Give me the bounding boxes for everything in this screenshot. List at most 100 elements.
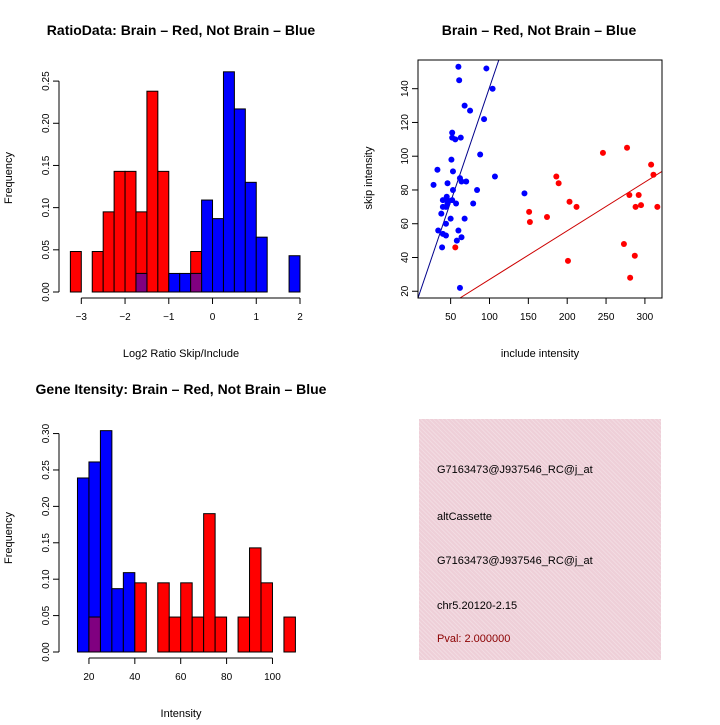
chart2-point-brain <box>543 213 550 220</box>
chart2-point-not-brain <box>449 186 456 193</box>
chart3-bar-not-brain <box>99 430 113 653</box>
chart2-x-tick-label: 150 <box>520 312 537 323</box>
chart2-ylabel: skip intensity <box>363 146 375 209</box>
chart2-point-not-brain <box>452 136 459 143</box>
chart1-bar-not-brain <box>222 71 235 293</box>
chart2-y-tick-label: 20 <box>400 285 411 297</box>
chart1-bar-brain <box>102 211 115 293</box>
chart3-x-tick-label: 40 <box>129 672 141 683</box>
chart3-bar-brain <box>191 616 205 653</box>
chart2-point-not-brain <box>474 186 481 193</box>
info-panel: G7163473@J937546_RC@j_at altCassette G71… <box>419 419 661 660</box>
chart2-point-brain <box>573 203 580 210</box>
probe-id-label-2: G7163473@J937546_RC@j_at <box>437 555 593 567</box>
chart2-point-not-brain <box>434 166 441 173</box>
chart3-bar-overlap <box>88 616 101 653</box>
chart2-x-tick-label: 300 <box>637 312 654 323</box>
chart2-point-not-brain <box>483 65 490 72</box>
chart2-point-not-brain <box>439 197 446 204</box>
chart3-x-tick-label: 60 <box>175 672 187 683</box>
chart3-y-tick-label: 0.20 <box>41 496 52 516</box>
chart2-point-brain <box>654 203 661 210</box>
chart2-point-brain <box>632 203 639 210</box>
chart3-bar-brain <box>157 582 170 653</box>
chart2-point-not-brain <box>461 102 468 109</box>
chart3-y-tick-label: 0.00 <box>41 642 52 662</box>
chart1-bar-not-brain <box>201 199 214 293</box>
chart1-title: RatioData: Brain – Red, Not Brain – Blue <box>47 22 316 38</box>
chart2-xlabel: include intensity <box>501 348 580 360</box>
chart2-point-brain <box>526 208 533 215</box>
chart2-frame <box>417 59 663 299</box>
chart3-bar-brain <box>237 616 251 653</box>
chart2-point-not-brain <box>463 178 470 185</box>
chart2-point-brain <box>566 198 573 205</box>
chart2-point-not-brain <box>453 200 460 207</box>
chart3-x-tick-label: 20 <box>83 672 95 683</box>
chart2-y-tick-label: 120 <box>400 114 411 131</box>
chart1-x-tick-label: 2 <box>297 312 303 323</box>
chart3-bar-not-brain <box>111 588 124 653</box>
probe-id-label: G7163473@J937546_RC@j_at <box>437 464 593 476</box>
chart1-bar-brain <box>146 90 159 293</box>
chart2-x-tick-label: 50 <box>445 312 457 323</box>
chart2-point-not-brain <box>447 215 454 222</box>
chart3-bar-not-brain <box>76 477 90 653</box>
chart2-point-brain <box>452 244 459 251</box>
chart1-x-tick-label: −1 <box>163 312 175 323</box>
chart2-point-not-brain <box>438 210 445 217</box>
chart3-bar-brain <box>260 582 273 653</box>
chart1-y-tick-label: 0.00 <box>41 282 52 302</box>
chart2-point-brain <box>626 192 633 199</box>
chart1-bar-overlap <box>190 272 203 293</box>
chart2-point-not-brain <box>449 168 456 175</box>
chart3-title: Gene Itensity: Brain – Red, Not Brain – … <box>36 381 327 397</box>
chart2-y-tick-label: 60 <box>400 218 411 230</box>
chart1-bar-not-brain <box>212 218 224 293</box>
chart1-bar-overlap <box>135 272 148 293</box>
chart2-x-tick-label: 250 <box>598 312 615 323</box>
chart2-point-not-brain <box>481 116 488 123</box>
chart1-bar-brain <box>157 170 170 293</box>
chart2-point-not-brain <box>442 232 449 239</box>
chart2-point-brain <box>526 219 533 226</box>
chart1-y-tick-label: 0.25 <box>41 71 52 91</box>
chart2-point-not-brain <box>439 244 446 251</box>
chart1-bar-brain <box>124 170 137 293</box>
chart2-point-brain <box>638 202 645 209</box>
chart2-point-brain <box>564 257 571 264</box>
chart2-x-tick-label: 100 <box>481 312 498 323</box>
chart2-point-not-brain <box>456 284 463 291</box>
chart3-bar-brain <box>249 547 262 653</box>
chart2-point-brain <box>627 274 634 281</box>
chart2-point-brain <box>553 173 560 180</box>
chart3-y-tick-label: 0.25 <box>41 460 52 480</box>
chart2-point-brain <box>624 144 631 151</box>
chart2-y-tick-label: 100 <box>400 147 411 164</box>
chart3-x-tick-label: 100 <box>264 672 281 683</box>
chart3-bar-not-brain <box>122 572 136 653</box>
chart1-bar-brain <box>69 251 82 293</box>
chart1-bar-not-brain <box>288 255 301 293</box>
chart2-point-not-brain <box>456 77 463 84</box>
chart2-point-not-brain <box>521 190 528 197</box>
chart2-point-not-brain <box>456 175 463 182</box>
chart3-y-tick-label: 0.15 <box>41 533 52 553</box>
chart2-point-not-brain <box>477 151 484 158</box>
chart1-ylabel: Frequency <box>3 152 15 204</box>
chart3-bar-brain <box>203 513 216 653</box>
event-type-label: altCassette <box>437 511 493 523</box>
chart2-plot-area <box>418 60 662 298</box>
chart2-point-not-brain <box>449 129 456 136</box>
chart1-bar-not-brain <box>233 108 246 293</box>
chart2-point-not-brain <box>470 200 477 207</box>
chart3-bar-brain <box>134 582 147 653</box>
chart1-bar-not-brain <box>168 272 181 293</box>
chart2-point-not-brain <box>489 85 496 92</box>
chart2-point-not-brain <box>449 197 456 204</box>
chart2-point-not-brain <box>442 203 449 210</box>
chart2-point-not-brain <box>448 156 455 163</box>
chart3-bar-brain <box>214 616 228 653</box>
chart2-point-brain <box>555 180 562 187</box>
